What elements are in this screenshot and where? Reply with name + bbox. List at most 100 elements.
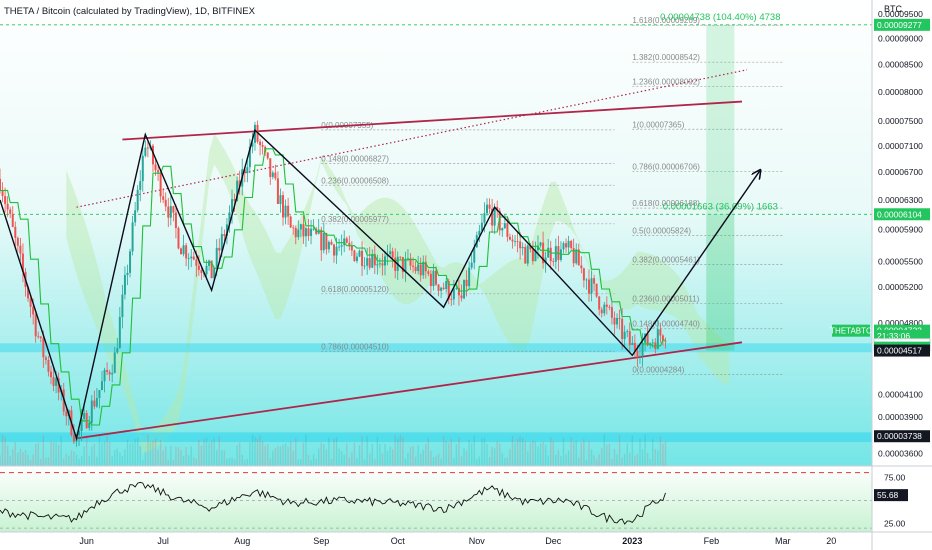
candle-body (605, 304, 608, 307)
volume-bar (621, 457, 623, 466)
volume-bar (547, 455, 549, 466)
candle-body (414, 266, 417, 272)
volume-bar (363, 459, 366, 466)
candle-body (417, 264, 420, 272)
volume-bar (0, 455, 1, 466)
volume-bar (101, 442, 103, 466)
candle-body (610, 307, 613, 318)
candle-body (116, 348, 119, 353)
volume-bar (193, 457, 195, 466)
rsi-value-bg (874, 489, 908, 502)
volume-bar (70, 450, 73, 466)
volume-bar (644, 434, 646, 466)
volume-bar (282, 444, 284, 466)
candle-body (524, 246, 527, 264)
volume-bar (277, 446, 279, 466)
volume-bar (381, 453, 384, 466)
volume-bar (261, 440, 264, 466)
candle-body (542, 242, 545, 264)
volume-bar (177, 447, 180, 466)
volume-bar (182, 455, 185, 466)
candle-body (103, 369, 106, 382)
volume-bar (440, 458, 442, 466)
volume-bar (40, 459, 42, 466)
volume-bar (516, 438, 519, 466)
fib1-label: 0.618(0.00005120) (321, 285, 389, 294)
volume-bar (233, 459, 236, 466)
cyan-band (0, 343, 872, 353)
volume-bar (93, 443, 96, 466)
volume-bar (394, 434, 396, 466)
candle-body (333, 244, 336, 256)
volume-bar (437, 453, 440, 466)
candle-body (49, 371, 52, 378)
candle-body (603, 304, 606, 314)
price-label: 0.00009277 (877, 20, 922, 30)
time-tick: Nov (469, 536, 486, 546)
volume-bar (527, 451, 529, 466)
volume-bar (524, 440, 526, 466)
volume-bar (659, 436, 662, 466)
time-tick: Jun (79, 536, 94, 546)
candle-body (503, 223, 506, 229)
price-tick: 0.00005900 (878, 225, 923, 235)
price-tick: 0.00005500 (878, 256, 923, 266)
currency-label: BTC (884, 4, 903, 14)
volume-bar (572, 441, 575, 466)
rsi-value-label: 55.68 (877, 490, 899, 500)
price-tick: 0.00009500 (878, 9, 923, 19)
fib2-label: 1.618(0.00009269) (632, 16, 700, 25)
time-axis[interactable]: Jun Jul Aug Sep Oct Nov Dec 2023 Feb Mar 20 (79, 536, 836, 546)
candle-body (65, 411, 68, 417)
candle-body (16, 237, 19, 246)
volume-bar (552, 441, 554, 466)
volume-bar (254, 436, 256, 466)
measure-box (706, 214, 735, 351)
rsi-axis[interactable]: 75.00 25.00 55.68 (874, 472, 908, 529)
volume-bar (613, 449, 616, 466)
price-label-bg (874, 208, 930, 221)
candle-body (394, 257, 397, 271)
volume-bar (19, 448, 22, 466)
volume-bar (404, 458, 407, 466)
candle-body (562, 243, 565, 250)
candle-body (412, 265, 415, 267)
volume-bar (218, 436, 220, 466)
volume-bar (6, 445, 9, 466)
time-tick: 20 (826, 536, 836, 546)
ticker-label: THETABTC (830, 327, 872, 336)
volume-bar (320, 442, 322, 466)
candle-body (279, 195, 282, 204)
candle-body (534, 250, 537, 262)
candle-body (213, 267, 216, 279)
volume-bar (149, 442, 152, 466)
candle-body (641, 342, 644, 356)
candle-body (197, 265, 200, 270)
candle-body (429, 273, 432, 287)
fib1-label: 0.786(0.00004510) (321, 342, 389, 351)
volume-bar (606, 444, 608, 466)
volume-bar (532, 440, 534, 466)
volume-bar (119, 452, 121, 466)
candle-body (297, 229, 300, 238)
volume-bar (264, 445, 266, 466)
fib2-label: 1.382(0.00008542) (632, 53, 700, 62)
candle-body (80, 418, 83, 431)
volume-bar (351, 452, 353, 466)
volume-bar (172, 459, 175, 466)
channel-upper-line (122, 100, 743, 141)
volume-bar (338, 448, 340, 466)
candle-body (47, 359, 50, 372)
candle-body (463, 279, 466, 299)
price-tick: 0.00004100 (878, 389, 923, 399)
volume-bar (369, 453, 371, 466)
support-band (0, 432, 872, 443)
candle-body (376, 264, 379, 266)
fib2-label: 0.618(0.00006188) (632, 199, 700, 208)
candle-body (9, 209, 12, 214)
candle-body (322, 233, 325, 251)
candle-body (427, 271, 430, 274)
candle-body (452, 288, 455, 300)
candle-body (27, 287, 30, 299)
